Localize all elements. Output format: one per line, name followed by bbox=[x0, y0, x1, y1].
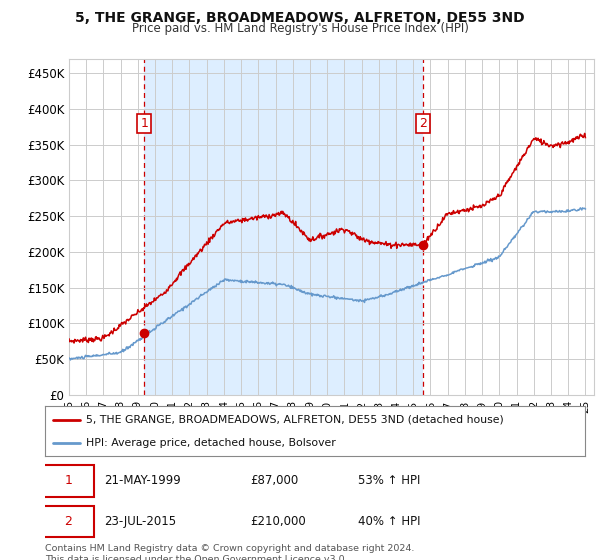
Text: 21-MAY-1999: 21-MAY-1999 bbox=[104, 474, 181, 487]
Text: 23-JUL-2015: 23-JUL-2015 bbox=[104, 515, 176, 528]
Text: 5, THE GRANGE, BROADMEADOWS, ALFRETON, DE55 3ND: 5, THE GRANGE, BROADMEADOWS, ALFRETON, D… bbox=[75, 11, 525, 25]
FancyBboxPatch shape bbox=[42, 506, 94, 538]
Text: £87,000: £87,000 bbox=[250, 474, 298, 487]
FancyBboxPatch shape bbox=[42, 465, 94, 497]
Text: 1: 1 bbox=[64, 474, 72, 487]
Bar bbox=[145, 59, 423, 395]
Text: 40% ↑ HPI: 40% ↑ HPI bbox=[358, 515, 421, 528]
Text: 1: 1 bbox=[140, 116, 148, 130]
Text: £210,000: £210,000 bbox=[250, 515, 306, 528]
Text: Price paid vs. HM Land Registry's House Price Index (HPI): Price paid vs. HM Land Registry's House … bbox=[131, 22, 469, 35]
Text: 2: 2 bbox=[419, 116, 427, 130]
Text: HPI: Average price, detached house, Bolsover: HPI: Average price, detached house, Bols… bbox=[86, 438, 335, 448]
Text: 5, THE GRANGE, BROADMEADOWS, ALFRETON, DE55 3ND (detached house): 5, THE GRANGE, BROADMEADOWS, ALFRETON, D… bbox=[86, 414, 503, 424]
Text: 2: 2 bbox=[64, 515, 72, 528]
Text: Contains HM Land Registry data © Crown copyright and database right 2024.
This d: Contains HM Land Registry data © Crown c… bbox=[45, 544, 415, 560]
Text: 53% ↑ HPI: 53% ↑ HPI bbox=[358, 474, 421, 487]
